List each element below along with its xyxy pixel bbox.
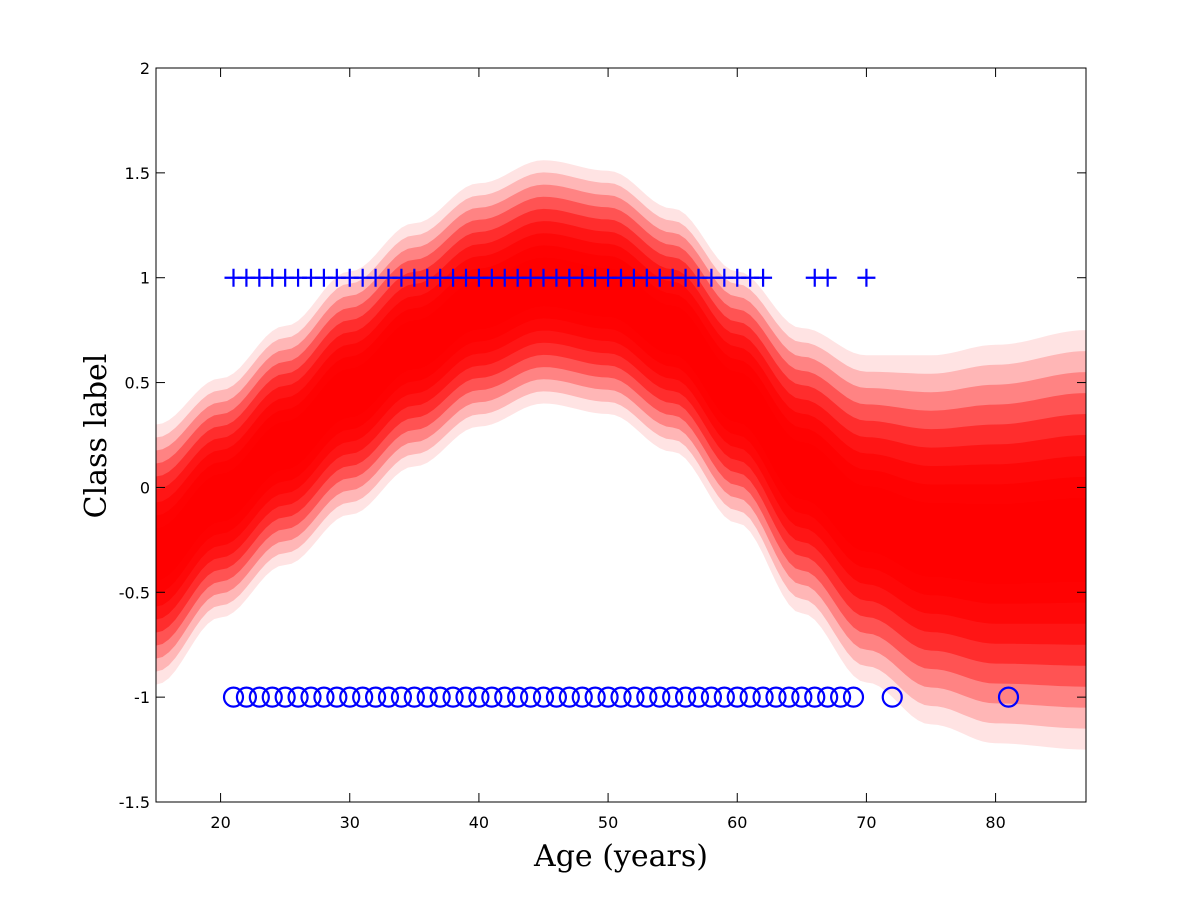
plus-marker bbox=[857, 268, 876, 287]
x-tick-label: 40 bbox=[469, 813, 489, 832]
plus-marker bbox=[818, 268, 837, 287]
circle-marker bbox=[248, 686, 270, 708]
circle-marker bbox=[507, 686, 529, 708]
circle-marker bbox=[752, 686, 774, 708]
circle-marker bbox=[558, 686, 580, 708]
circle-marker bbox=[778, 686, 800, 708]
x-tick-label: 50 bbox=[598, 813, 618, 832]
circle-marker bbox=[274, 686, 296, 708]
circle-marker bbox=[804, 686, 826, 708]
circle-marker bbox=[817, 686, 839, 708]
circle-marker bbox=[726, 686, 748, 708]
circle-marker bbox=[829, 686, 852, 708]
circle-marker bbox=[636, 686, 658, 708]
circle-marker bbox=[571, 686, 593, 708]
circle-marker bbox=[287, 686, 309, 708]
y-tick-label: 2 bbox=[140, 59, 150, 78]
circle-marker bbox=[416, 686, 438, 708]
circle-marker bbox=[442, 686, 464, 708]
x-tick-label: 70 bbox=[856, 813, 876, 832]
y-tick-label: 1 bbox=[140, 269, 150, 288]
circle-marker bbox=[364, 686, 387, 708]
circle-marker bbox=[610, 686, 632, 708]
circle-marker bbox=[674, 686, 697, 708]
circle-marker bbox=[455, 686, 477, 708]
circle-marker bbox=[494, 686, 516, 708]
circle-marker bbox=[403, 686, 425, 708]
circle-marker bbox=[791, 686, 813, 708]
x-tick-label: 60 bbox=[727, 813, 747, 832]
circle-marker bbox=[313, 686, 335, 708]
data-markers bbox=[222, 268, 1020, 708]
circle-marker bbox=[662, 686, 684, 708]
circle-marker bbox=[261, 686, 283, 708]
x-tick-label: 80 bbox=[985, 813, 1005, 832]
circle-marker bbox=[997, 686, 1020, 708]
circle-marker bbox=[300, 686, 322, 708]
y-tick-label: 1.5 bbox=[125, 164, 150, 183]
x-axis-title: Age (years) bbox=[533, 839, 708, 874]
y-axis-title: Class label bbox=[79, 354, 114, 519]
circle-marker bbox=[339, 686, 361, 708]
x-tick-label: 30 bbox=[340, 813, 360, 832]
circle-marker bbox=[545, 686, 568, 708]
y-tick-label: 0 bbox=[140, 478, 150, 497]
circle-marker bbox=[713, 686, 735, 708]
circle-marker bbox=[584, 686, 606, 708]
y-tick-label: 0.5 bbox=[125, 374, 150, 393]
circle-marker bbox=[700, 686, 723, 708]
circle-marker bbox=[687, 686, 710, 708]
circle-marker bbox=[623, 686, 645, 708]
series-circle bbox=[222, 686, 1020, 708]
circle-marker bbox=[222, 686, 245, 708]
circle-marker bbox=[468, 686, 490, 708]
circle-marker bbox=[765, 686, 787, 708]
series-plus bbox=[224, 268, 876, 287]
circle-marker bbox=[429, 686, 451, 708]
plot-frame bbox=[155, 67, 1087, 803]
circle-marker bbox=[597, 686, 619, 708]
circle-marker bbox=[352, 686, 374, 708]
axes: 20 30 40 50 60 70 80 -1.5 -1 -0.5 0 0.5 1 1.5 2 bbox=[119, 59, 1087, 832]
plus-marker bbox=[754, 268, 773, 287]
circle-marker bbox=[377, 686, 400, 708]
circle-marker bbox=[881, 686, 903, 708]
confidence-band bbox=[156, 160, 1086, 750]
circle-marker bbox=[235, 686, 258, 708]
circle-marker bbox=[481, 686, 503, 708]
band-level-1 bbox=[156, 269, 1086, 568]
circle-marker bbox=[649, 686, 671, 708]
x-tick-label: 20 bbox=[210, 813, 230, 832]
circle-marker bbox=[519, 686, 542, 708]
y-tick-label: -0.5 bbox=[119, 583, 150, 602]
circle-marker bbox=[532, 686, 555, 708]
y-tick-label: -1.5 bbox=[119, 793, 150, 812]
circle-marker bbox=[390, 686, 413, 708]
circle-marker bbox=[326, 686, 348, 708]
y-tick-label: -1 bbox=[134, 688, 150, 707]
circle-marker bbox=[842, 686, 865, 708]
circle-marker bbox=[739, 686, 761, 708]
